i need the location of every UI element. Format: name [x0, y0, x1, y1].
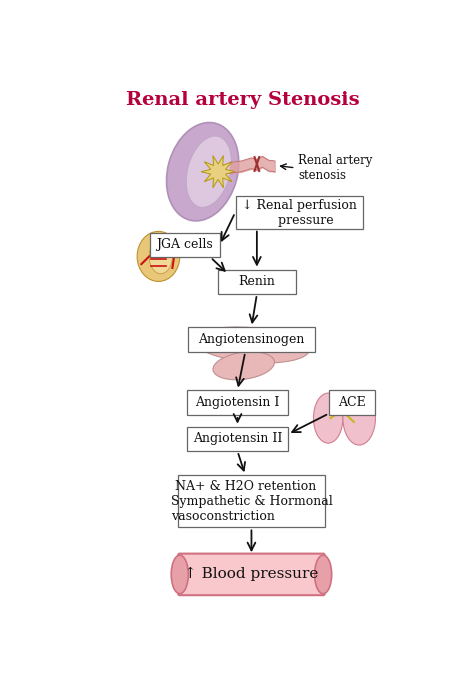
Text: ↓ Renal perfusion
   pressure: ↓ Renal perfusion pressure	[242, 198, 357, 227]
Text: NA+ & H2O retention
Sympathetic & Hormonal
vasoconstriction: NA+ & H2O retention Sympathetic & Hormon…	[171, 480, 332, 523]
Text: Angiotensin I: Angiotensin I	[195, 396, 280, 409]
FancyBboxPatch shape	[187, 390, 288, 415]
FancyBboxPatch shape	[329, 390, 375, 415]
Ellipse shape	[149, 239, 173, 274]
FancyBboxPatch shape	[187, 427, 288, 451]
FancyBboxPatch shape	[178, 475, 325, 527]
Text: Renal artery
stenosis: Renal artery stenosis	[298, 154, 372, 182]
FancyBboxPatch shape	[218, 270, 296, 294]
FancyBboxPatch shape	[178, 554, 325, 595]
Ellipse shape	[137, 231, 180, 281]
Text: JGA cells: JGA cells	[156, 238, 213, 252]
Ellipse shape	[171, 555, 188, 594]
FancyBboxPatch shape	[150, 233, 219, 257]
Text: Renin: Renin	[238, 275, 275, 288]
FancyBboxPatch shape	[236, 196, 364, 229]
Text: Angiotensin II: Angiotensin II	[193, 432, 282, 446]
Ellipse shape	[313, 393, 343, 443]
Ellipse shape	[186, 136, 231, 207]
FancyBboxPatch shape	[188, 327, 315, 352]
Text: ACE: ACE	[338, 396, 366, 409]
Polygon shape	[201, 156, 235, 188]
Ellipse shape	[315, 555, 332, 594]
Ellipse shape	[343, 391, 375, 445]
Ellipse shape	[213, 352, 274, 380]
Text: ↑ Blood pressure: ↑ Blood pressure	[184, 568, 319, 581]
Text: Renal artery Stenosis: Renal artery Stenosis	[126, 91, 360, 109]
Ellipse shape	[166, 123, 239, 221]
Text: Angiotensinogen: Angiotensinogen	[198, 333, 305, 346]
Ellipse shape	[193, 327, 310, 363]
